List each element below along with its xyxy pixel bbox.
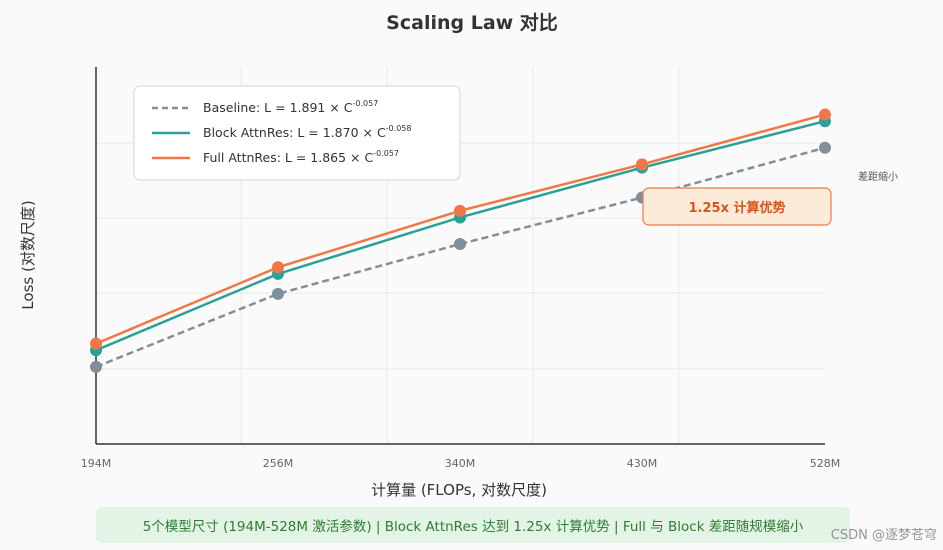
x-tick-label: 430M <box>627 457 658 470</box>
data-point <box>272 287 284 300</box>
legend-label: Full AttnRes: L = 1.865 × C-0.057 <box>203 149 399 165</box>
legend-exponent: -0.058 <box>386 124 412 133</box>
y-axis-label: Loss (对数尺度) <box>19 200 37 309</box>
side-note: 差距缩小 <box>858 170 898 183</box>
x-axis-label: 计算量 (FLOPs, 对数尺度) <box>371 481 547 499</box>
x-tick-label: 256M <box>263 457 294 470</box>
data-point <box>636 158 648 171</box>
legend-label: Block AttnRes: L = 1.870 × C-0.058 <box>203 124 411 140</box>
data-point <box>454 204 466 217</box>
legend-exponent: -0.057 <box>373 149 399 158</box>
legend-box <box>133 85 461 181</box>
legend-label: Baseline: L = 1.891 × C-0.057 <box>203 99 378 115</box>
series-full-attnres <box>90 108 831 350</box>
callout-text: 1.25x 计算优势 <box>689 200 786 216</box>
data-point <box>90 337 102 350</box>
data-point <box>90 360 102 373</box>
x-tick-label: 194M <box>81 457 112 470</box>
callout: 1.25x 计算优势 <box>642 187 832 226</box>
chart-title: Scaling Law 对比 <box>386 11 558 34</box>
scaling-law-chart: Scaling Law 对比 194M 256M 340M 430M 528M 计算量 … <box>19 11 898 499</box>
x-tick-label: 340M <box>445 457 476 470</box>
data-point <box>454 238 466 251</box>
watermark: CSDN @逐梦苍穹 <box>830 528 937 543</box>
series-group <box>90 108 831 373</box>
legend-exponent: -0.057 <box>353 99 379 108</box>
x-tick-label: 528M <box>810 457 841 470</box>
callout-box <box>642 187 832 226</box>
legend: Baseline: L = 1.891 × C-0.057 Block AttnR… <box>133 85 461 181</box>
footer-summary: 5个模型尺寸 (194M-528M 激活参数) | Block AttnRes … <box>96 507 850 543</box>
data-point <box>272 261 284 274</box>
data-point <box>819 108 831 121</box>
x-tick-labels: 194M 256M 340M 430M 528M <box>81 457 841 470</box>
data-point <box>819 141 831 154</box>
series-line <box>95 146 826 369</box>
